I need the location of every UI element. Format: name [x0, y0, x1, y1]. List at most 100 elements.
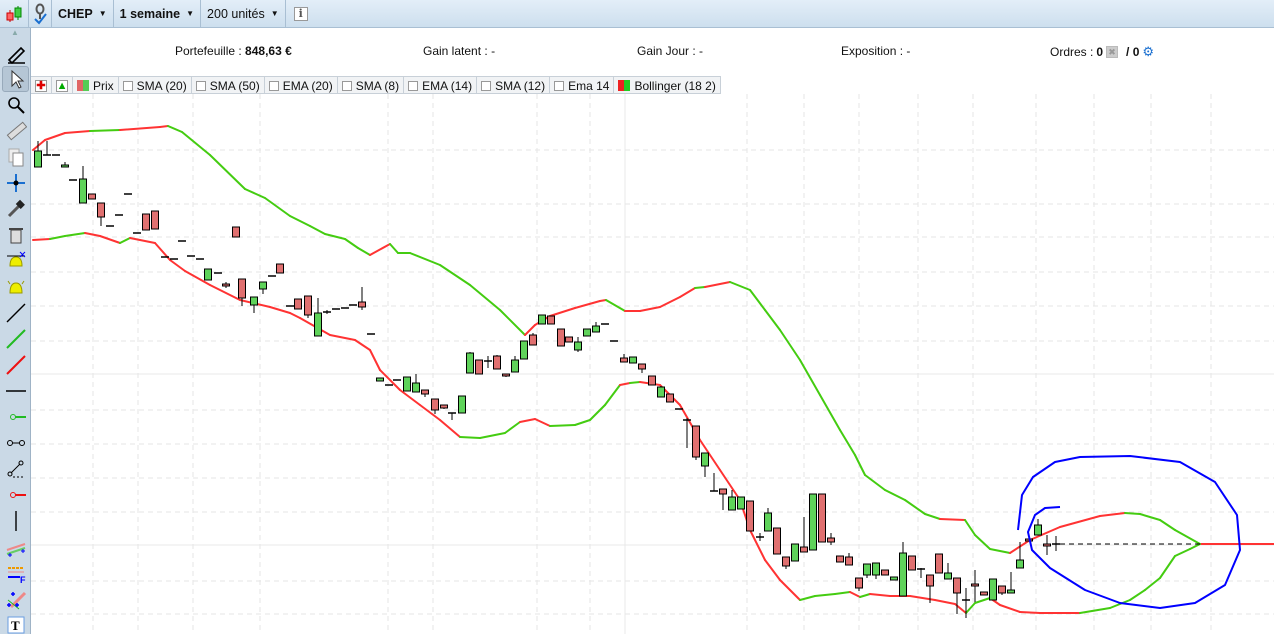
candle-body	[657, 386, 665, 398]
add-indicator-button[interactable]: ▲	[52, 77, 73, 94]
indicator-checkbox[interactable]	[554, 80, 565, 91]
tool-red-segment[interactable]	[0, 482, 31, 508]
tool-fibonacci[interactable]: F	[0, 560, 31, 586]
bollinger-band-segment	[799, 595, 816, 601]
tool-trash[interactable]	[0, 222, 31, 248]
candle-body	[666, 393, 674, 403]
candle-body	[475, 359, 483, 375]
symbol-dropdown[interactable]: CHEP ▼	[52, 0, 114, 28]
tool-move[interactable]	[0, 170, 31, 196]
gain-jour-value: -	[699, 44, 704, 58]
bollinger-band-segment	[289, 312, 301, 319]
indicator-checkbox[interactable]	[341, 80, 352, 91]
legend-label: Prix	[93, 78, 114, 93]
bollinger-band-segment	[839, 429, 856, 456]
indicator-checkbox[interactable]	[408, 80, 419, 91]
candlestick-chart-icon[interactable]	[0, 0, 29, 28]
candle-body	[989, 578, 997, 601]
text-icon: T	[7, 616, 24, 634]
legend-item[interactable]: EMA (20)	[265, 77, 338, 94]
ruler-icon	[6, 121, 27, 141]
tool-horizontal-line[interactable]	[0, 378, 31, 404]
legend-item[interactable]: SMA (8)	[338, 77, 405, 94]
tool-channel[interactable]	[0, 534, 31, 560]
bollinger-band-segment	[524, 324, 536, 336]
bollinger-band-segment	[379, 369, 401, 391]
tool-line-red[interactable]	[0, 352, 31, 378]
period-dropdown[interactable]: 1 semaine ▼	[114, 0, 202, 28]
bollinger-band-segment	[309, 225, 326, 235]
legend-item[interactable]: Ema 14	[550, 77, 615, 94]
units-dropdown[interactable]: 200 unités ▼	[201, 0, 286, 28]
bollinger-band-segment	[1079, 607, 1111, 614]
tool-polyline[interactable]	[0, 456, 31, 482]
indicator-checkbox[interactable]	[195, 80, 206, 91]
drawing-tools-sidebar: ▲ F T	[0, 28, 31, 634]
bollinger-band-segment	[32, 139, 46, 151]
tool-alert-bell[interactable]	[0, 274, 31, 300]
portfolio-value: 848,63 €	[245, 44, 292, 58]
legend-item[interactable]: EMA (14)	[404, 77, 478, 94]
candle-body	[34, 150, 42, 168]
candle-body	[809, 493, 817, 551]
candle-body	[1007, 589, 1015, 594]
legend-item[interactable]: Prix	[73, 77, 119, 94]
link-check-icon[interactable]	[29, 0, 52, 28]
tool-line-black[interactable]	[0, 300, 31, 326]
tool-text[interactable]: T	[0, 612, 31, 638]
legend-item[interactable]: SMA (20)	[119, 77, 192, 94]
tool-line-green[interactable]	[0, 326, 31, 352]
legend-item[interactable]: Bollinger (18 2)	[614, 77, 721, 94]
candle-body	[222, 283, 230, 287]
bollinger-band-segment	[129, 237, 141, 241]
candle-body	[728, 496, 736, 511]
portfolio-label: Portefeuille :	[175, 44, 242, 58]
gears-icon[interactable]: ⚙	[1142, 44, 1155, 59]
legend-label: SMA (12)	[495, 78, 546, 93]
segment-icon	[6, 440, 25, 446]
indicator-checkbox[interactable]	[481, 80, 492, 91]
tool-alert-cursor[interactable]	[0, 248, 31, 274]
candle-body	[412, 382, 420, 393]
tool-zoom[interactable]	[0, 92, 31, 118]
bollinger-band-segment	[44, 132, 66, 141]
bollinger-band-segment	[764, 559, 781, 581]
bollinger-band-segment	[764, 309, 781, 331]
bollinger-band-segment	[64, 232, 86, 237]
bollinger-band-segment	[965, 602, 976, 614]
info-button[interactable]: i	[286, 0, 316, 28]
price-chart[interactable]	[31, 94, 1274, 634]
vertical-line-icon	[14, 511, 17, 531]
candle-body	[1016, 559, 1024, 569]
bollinger-band-segment	[909, 595, 936, 601]
candle-body	[863, 563, 871, 576]
bollinger-band-segment	[854, 454, 866, 476]
legend-label: SMA (8)	[355, 78, 400, 93]
tool-tools[interactable]	[0, 196, 31, 222]
bollinger-band-segment	[989, 548, 1011, 554]
bollinger-band-segment	[1124, 512, 1141, 515]
remove-indicator-button[interactable]: ✚	[31, 77, 52, 94]
bollinger-band-segment	[884, 489, 906, 501]
indicator-checkbox[interactable]	[268, 80, 279, 91]
indicator-checkbox[interactable]	[122, 80, 133, 91]
green-segment-icon	[9, 414, 26, 420]
candle-body	[692, 425, 700, 458]
bollinger-band-segment	[159, 125, 169, 128]
tool-pitchfork[interactable]	[0, 586, 31, 612]
tool-segment[interactable]	[0, 430, 31, 456]
cancel-orders-icon[interactable]: ✖	[1106, 46, 1119, 58]
bollinger-band-segment	[999, 604, 1021, 613]
candle-body	[421, 389, 429, 395]
tool-green-segment[interactable]	[0, 404, 31, 430]
tool-pencil[interactable]	[0, 40, 31, 66]
tool-copy[interactable]	[0, 144, 31, 170]
tool-pointer[interactable]	[2, 66, 29, 92]
legend-item[interactable]: SMA (50)	[192, 77, 265, 94]
ordres-total: / 0	[1126, 45, 1140, 59]
tool-vertical-line[interactable]	[0, 508, 31, 534]
tool-ruler[interactable]	[0, 118, 31, 144]
scroll-up-button[interactable]: ▲	[11, 28, 19, 37]
legend-item[interactable]: SMA (12)	[477, 77, 551, 94]
legend-label: Ema 14	[568, 78, 610, 93]
